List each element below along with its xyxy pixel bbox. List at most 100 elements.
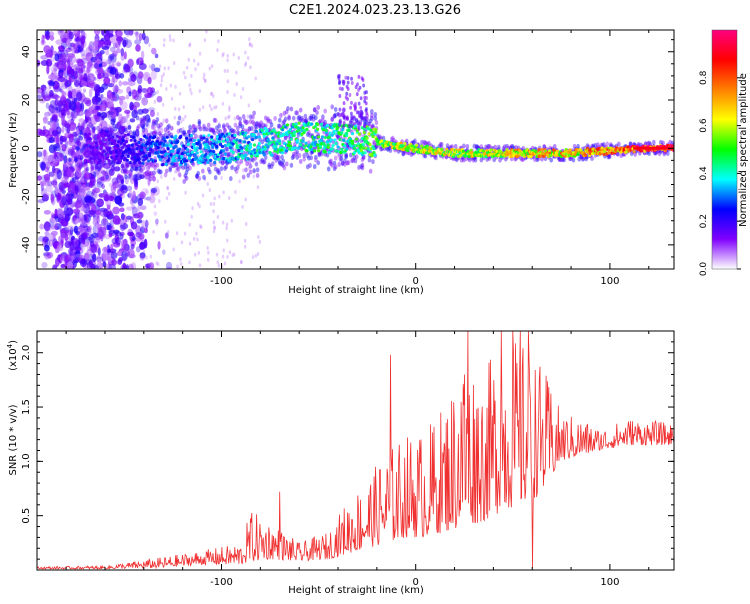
noise-blob <box>167 191 171 196</box>
ridge-core <box>452 152 457 156</box>
ridge-halo <box>309 113 314 119</box>
noise-blob <box>98 104 107 112</box>
noise-blob <box>127 66 131 73</box>
ridge-halo <box>239 158 244 164</box>
noise-blob <box>350 116 354 121</box>
snr-multiplier-exp: 4 <box>6 343 14 348</box>
noise-blob <box>83 172 92 180</box>
ridge-halo <box>183 173 188 179</box>
noise-blob <box>76 110 84 117</box>
ridge-core <box>216 135 220 139</box>
ridge-core <box>345 133 349 138</box>
noise-blob <box>348 93 352 98</box>
ridge-halo <box>209 127 213 133</box>
noise-blob <box>124 109 131 114</box>
noise-blob <box>155 261 158 266</box>
noise-blob <box>154 53 158 58</box>
noise-blob <box>208 66 212 71</box>
ridge-core <box>197 140 201 144</box>
noise-blob <box>183 231 187 236</box>
ridge-halo <box>189 127 194 133</box>
ridge-halo <box>139 117 143 123</box>
ridge-halo <box>218 128 223 134</box>
ridge-halo <box>150 124 155 130</box>
ridge-halo <box>183 132 188 138</box>
noise-blob <box>208 187 212 192</box>
ridge-halo <box>176 128 181 134</box>
y-tick-label: 0.5 <box>21 508 32 524</box>
ridge-halo <box>222 124 226 130</box>
noise-blob <box>52 94 61 100</box>
spectrogram-x-label: Height of straight line (km) <box>288 285 424 296</box>
ridge-halo <box>120 163 125 169</box>
ridge-halo <box>131 146 135 152</box>
ridge-halo <box>289 106 294 112</box>
ridge-core <box>328 131 332 135</box>
noise-blob <box>344 95 348 100</box>
ridge-halo <box>315 110 319 116</box>
noise-blob <box>235 70 238 75</box>
snr-y-ticks: 0.51.01.52.0 <box>21 341 674 560</box>
noise-blob <box>134 178 138 188</box>
noise-blob <box>146 86 154 96</box>
ridge-halo <box>359 164 364 170</box>
ridge-core <box>294 122 298 126</box>
ridge-halo <box>187 129 191 135</box>
noise-blob <box>43 251 52 260</box>
ridge-core <box>149 144 154 148</box>
noise-blob <box>91 232 99 239</box>
ridge-halo <box>286 106 290 112</box>
ridge-core <box>361 143 365 147</box>
ridge-core <box>88 137 93 141</box>
noise-blob <box>72 208 81 215</box>
ridge-core <box>101 160 105 164</box>
x-tick-label: 0 <box>413 577 419 588</box>
noise-blob <box>65 104 69 112</box>
noise-blob <box>350 81 354 86</box>
noise-blob <box>40 39 46 46</box>
ridge-halo <box>119 120 124 126</box>
noise-blob <box>74 150 81 159</box>
noise-blob <box>172 38 175 43</box>
noise-blob <box>77 126 86 132</box>
ridge-halo <box>304 117 309 123</box>
ridge-core <box>86 159 91 163</box>
ridge-halo <box>323 108 328 114</box>
ridge-halo <box>91 128 96 134</box>
ridge-halo <box>108 129 113 135</box>
ridge-halo <box>260 157 265 163</box>
ridge-halo <box>153 162 157 168</box>
noise-blob <box>80 218 84 227</box>
noise-blob <box>66 109 72 119</box>
ridge-halo <box>74 157 78 163</box>
ridge-halo <box>608 142 613 148</box>
ridge-halo <box>346 160 351 166</box>
noise-blob <box>226 79 229 84</box>
noise-blob <box>61 144 67 152</box>
noise-blob <box>115 231 122 237</box>
noise-blob <box>342 79 346 84</box>
noise-blob <box>249 65 252 70</box>
ridge-halo <box>209 162 213 168</box>
ridge-halo <box>329 158 333 164</box>
ridge-core <box>299 143 303 147</box>
noise-blob <box>170 96 174 101</box>
ridge-halo <box>368 118 373 124</box>
noise-blob <box>344 75 348 80</box>
noise-blob <box>131 89 137 99</box>
noise-blob <box>103 173 112 182</box>
noise-blob <box>112 42 118 49</box>
noise-blob <box>224 116 227 121</box>
noise-blob <box>197 250 201 255</box>
ridge-halo <box>212 117 217 123</box>
ridge-halo <box>533 157 537 163</box>
ridge-halo <box>423 140 428 146</box>
noise-blob <box>180 240 184 245</box>
ridge-core <box>632 150 636 154</box>
noise-blob <box>108 233 113 238</box>
ridge-halo <box>314 115 318 121</box>
noise-blob <box>64 78 69 89</box>
ridge-halo <box>269 122 274 128</box>
noise-blob <box>59 80 65 88</box>
ridge-halo <box>367 157 372 163</box>
